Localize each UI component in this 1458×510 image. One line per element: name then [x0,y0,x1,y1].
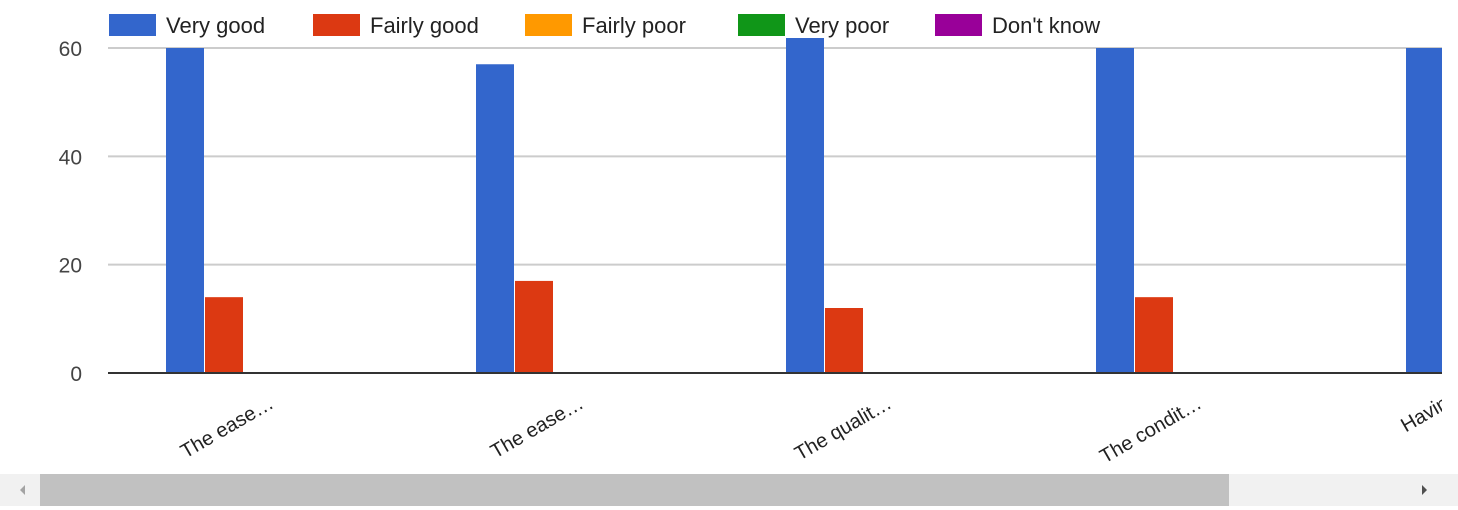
x-tick-label: The qualit… [791,392,895,465]
legend-swatch [525,14,572,36]
scroll-right-arrow-icon[interactable] [1422,485,1427,495]
scrollbar-thumb[interactable] [40,474,1229,506]
legend-label: Don't know [992,13,1100,38]
bars [166,38,1442,373]
x-axis-labels: The ease… The ease… The qualit… The condit…… [177,392,1452,468]
y-tick-label: 20 [59,255,82,278]
legend-item[interactable]: Don't know [935,13,1100,38]
bar[interactable] [476,64,514,373]
legend-swatch [935,14,982,36]
bar[interactable] [786,38,824,373]
y-tick-label: 40 [59,146,82,169]
legend-swatch [109,14,156,36]
bar[interactable] [205,297,243,373]
bar[interactable] [166,48,204,373]
y-tick-label: 60 [59,38,82,61]
legend-label: Very poor [795,13,889,38]
legend-swatch [738,14,785,36]
scroll-left-arrow-icon[interactable] [20,485,25,495]
legend-label: Fairly good [370,13,479,38]
x-tick-label: The ease… [487,392,588,463]
legend-label: Fairly poor [582,13,686,38]
legend-item[interactable]: Very good [109,13,265,38]
legend-item[interactable]: Very poor [738,13,889,38]
bar[interactable] [515,280,553,373]
legend: Very good Fairly good Fairly poor Very poor… [109,13,1100,38]
x-tick-label: The ease… [177,392,278,463]
horizontal-scrollbar[interactable] [0,472,1458,510]
legend-item[interactable]: Fairly good [313,13,479,38]
bar[interactable] [1135,297,1173,373]
y-tick-label: 0 [70,363,82,386]
legend-item[interactable]: Fairly poor [525,13,686,38]
x-tick-label: The condit… [1096,392,1205,468]
gridlines [108,47,1442,266]
legend-swatch [313,14,360,36]
bar-chart: Very good Fairly good Fairly poor Very poor… [59,13,1452,468]
bar[interactable] [825,308,863,373]
y-axis-ticks: 0 20 40 60 [59,38,82,386]
bar[interactable] [1096,48,1134,373]
bar[interactable] [1406,48,1442,373]
legend-label: Very good [166,13,265,38]
x-tick-label: Havin [1397,392,1452,437]
